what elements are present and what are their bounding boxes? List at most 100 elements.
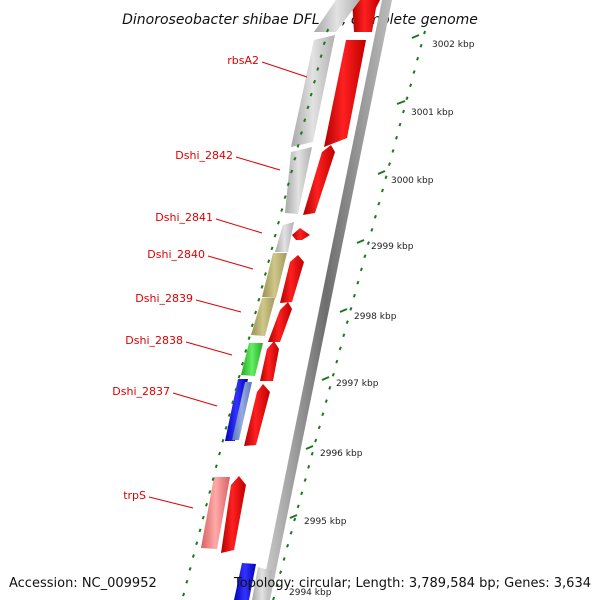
cog-cds-track xyxy=(201,0,360,600)
scale-tick xyxy=(394,135,399,140)
cds-forward-3 xyxy=(292,228,310,240)
inner-tick xyxy=(208,490,212,494)
gene-label-text: Dshi_2841 xyxy=(155,211,213,224)
scale-tick xyxy=(387,162,392,166)
inner-tick xyxy=(224,426,228,430)
inner-tick xyxy=(303,118,307,123)
inner-tick xyxy=(185,579,189,584)
inner-tick xyxy=(280,208,284,212)
cds-forward-7 xyxy=(244,384,270,446)
scale-label-2996: 2996 kbp xyxy=(320,449,363,459)
gene-label-text: Dshi_2840 xyxy=(147,248,205,261)
scale-tick xyxy=(401,109,406,114)
inner-tick xyxy=(195,541,199,546)
cds-forward-0 xyxy=(352,0,380,32)
scale-tick xyxy=(405,96,409,101)
inner-tick xyxy=(240,361,245,366)
inner-tick xyxy=(211,477,215,481)
scale-tick xyxy=(419,43,423,48)
inner-tick xyxy=(257,297,261,302)
inner-tick xyxy=(191,554,195,558)
scale-tick xyxy=(293,517,297,522)
scale-mark-3001: 3001 kbp xyxy=(396,100,454,118)
gene-label-text: rbsA2 xyxy=(227,54,259,67)
scale-mark-2999: 2999 kbp xyxy=(356,239,414,252)
scale-tick xyxy=(328,386,332,390)
scale-mark-3002: 3002 kbp xyxy=(411,34,475,50)
inner-tick xyxy=(214,464,218,469)
scale-tick-ring xyxy=(272,30,427,600)
scale-label-2995: 2995 kbp xyxy=(304,517,347,527)
scale-tick xyxy=(412,70,416,74)
genome-summary-text: Topology: circular; Length: 3,789,584 bp… xyxy=(233,576,591,591)
gene-label-text: Dshi_2837 xyxy=(112,385,170,398)
inner-tick xyxy=(227,413,231,417)
scale-tick xyxy=(423,30,427,35)
inner-tick xyxy=(290,169,294,174)
gene-label-text: Dshi_2838 xyxy=(125,334,183,347)
scale-tick xyxy=(380,188,385,193)
gene-label-dshi-2838: Dshi_2838 xyxy=(125,334,233,356)
scale-tick xyxy=(303,478,307,482)
inner-tick xyxy=(218,451,222,456)
scale-tick xyxy=(366,241,370,245)
inner-tick xyxy=(276,220,281,225)
scale-tick xyxy=(286,543,290,548)
scale-mark-2994: 2994 kbp xyxy=(289,588,332,598)
inner-tick xyxy=(283,195,287,199)
scale-label-2999: 2999 kbp xyxy=(371,242,414,252)
scale-mark-2995: 2995 kbp xyxy=(289,514,347,527)
scale-label-2994: 2994 kbp xyxy=(289,588,332,598)
scale-tick xyxy=(282,557,286,561)
cds-forward-8 xyxy=(221,476,246,553)
cds-forward-6 xyxy=(260,341,279,381)
scale-tick xyxy=(384,175,388,180)
cds-forward-5 xyxy=(268,302,292,342)
cds-cog-5 xyxy=(251,298,275,336)
inner-tick xyxy=(309,92,313,97)
scale-tick xyxy=(342,333,346,338)
scale-tick xyxy=(377,201,381,206)
forward-cds-track xyxy=(221,0,380,553)
scale-tick xyxy=(317,425,321,430)
scale-tick xyxy=(398,122,402,127)
cds-cog-4 xyxy=(262,253,287,298)
inner-tick xyxy=(270,246,274,251)
cds-cog-9 xyxy=(201,477,230,549)
cds-cog-1 xyxy=(291,35,335,147)
scale-tick xyxy=(279,570,283,575)
inner-tick xyxy=(182,592,186,597)
scale-tick xyxy=(321,412,325,417)
scale-tick xyxy=(359,267,363,272)
scale-tick xyxy=(349,307,353,311)
gene-label-dshi-2839: Dshi_2839 xyxy=(135,292,242,313)
inner-tick xyxy=(306,105,310,110)
scale-tick xyxy=(338,346,342,351)
scale-label-2997: 2997 kbp xyxy=(336,379,379,389)
scale-tick xyxy=(296,504,300,509)
scale-tick xyxy=(307,465,311,469)
inner-tick xyxy=(326,28,330,33)
cds-cog-2 xyxy=(285,147,312,214)
inner-tick xyxy=(198,528,202,533)
inner-tick xyxy=(316,67,320,71)
scale-mark-3000: 3000 kbp xyxy=(377,170,434,186)
inner-tick xyxy=(234,387,238,392)
scale-tick xyxy=(370,228,374,232)
cds-forward-4 xyxy=(280,255,304,303)
scale-tick xyxy=(300,491,304,496)
gene-label-text: Dshi_2839 xyxy=(135,292,193,305)
scale-tick xyxy=(409,83,413,88)
scale-label-3002: 3002 kbp xyxy=(432,40,475,50)
scale-tick xyxy=(363,254,367,259)
inner-tick xyxy=(204,502,209,507)
inner-tick xyxy=(319,54,323,58)
inner-tick xyxy=(188,567,192,571)
inner-tick xyxy=(250,323,254,328)
inner-tick xyxy=(254,310,258,315)
scale-tick xyxy=(275,583,279,588)
inner-tick xyxy=(322,41,326,46)
scale-label-3001: 3001 kbp xyxy=(411,108,454,118)
gene-label-text: Dshi_2842 xyxy=(175,149,233,162)
